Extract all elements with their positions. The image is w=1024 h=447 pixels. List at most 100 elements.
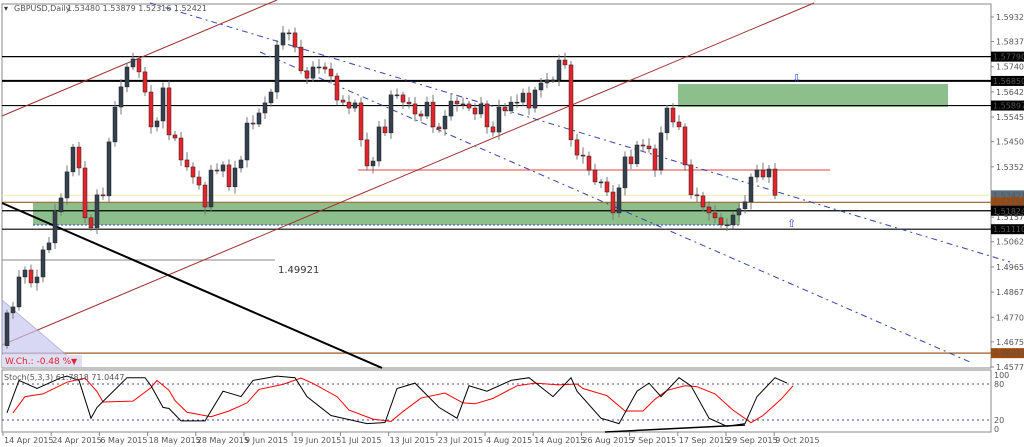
level-price-label: 1.56850 [993,77,1024,86]
candle [322,62,328,74]
candle-body [460,103,466,106]
candle-body [526,92,532,109]
x-tick-label: 6 May 2015 [100,436,147,445]
candle-body [754,169,760,178]
candle-body [226,164,232,188]
y-tick-label: 1.54500 [996,138,1024,147]
x-tick-label: 13 Jul 2015 [390,436,435,445]
candle [694,187,700,203]
level-price-tag [991,348,1024,359]
candle [382,119,388,136]
x-tick-label: 18 May 2015 [149,436,201,445]
y-tick-label: 1.46750 [996,338,1024,347]
candle-body [112,106,118,143]
candle-body [484,103,490,128]
candle-body [208,169,214,208]
candle-body [88,217,94,229]
candle-body [28,269,34,284]
candle-body [166,87,172,136]
candle-body [646,145,652,150]
candle-body [310,66,316,79]
candles [4,26,778,349]
candle [754,164,760,183]
candle [676,115,682,131]
candle-body [148,91,154,128]
candle [304,66,310,85]
candle-body [304,70,310,79]
candle [208,165,214,213]
candle-body [22,269,28,278]
candle [538,78,544,98]
y-tick-label: 1.58375 [996,38,1024,47]
x-tick-label: 14 Apr 2015 [4,436,53,445]
candle [250,115,256,130]
candle-body [358,102,364,141]
candle-body [376,126,382,162]
candle-body [472,107,478,115]
candle [28,264,34,288]
candle [334,72,340,106]
candle [466,100,472,112]
x-tick-label: 14 Aug 2015 [534,436,585,445]
candle [286,29,292,41]
candle [742,194,748,214]
candle-body [130,58,136,68]
candle-body [82,167,88,219]
candle [706,201,712,221]
candle [40,245,46,283]
candle [376,120,382,167]
candle-body [154,120,160,128]
candle-body [634,144,640,165]
candle [724,218,730,231]
y-tick-label: 1.49650 [996,263,1024,272]
candle [70,143,76,177]
candle [760,162,766,181]
down-triangle-icon: ▼ [71,357,78,366]
candle-body [718,217,724,226]
candle-body [34,276,40,284]
candle-body [616,187,622,214]
candle [166,80,172,141]
candle-body [346,101,352,109]
y-tick-label: 1.48675 [996,288,1024,297]
candle [730,211,736,229]
candle [682,123,688,171]
candle-body [640,144,646,147]
candle [400,91,406,109]
x-tick-label: 19 Jun 2015 [293,436,341,445]
stoch-k-line [6,375,788,427]
candle-body [124,66,130,88]
candle-body [424,101,430,117]
candle [424,96,430,120]
candle-body [52,211,58,244]
candle [58,193,64,216]
candle-body [214,169,220,172]
level-price-label: 1.51110 [993,225,1024,234]
candle [562,52,568,69]
candle [352,99,358,112]
candle-body [244,122,250,161]
candle [34,269,40,291]
candle-body [574,139,580,156]
candle-body [46,242,52,251]
candle [448,93,454,121]
candle-body [568,64,574,141]
candle-body [442,115,448,130]
candle [574,133,580,160]
candle-body [268,91,274,104]
collapse-icon[interactable]: ▾ [4,4,8,13]
weekly-change: W.Ch.: -0.48 % [5,357,72,367]
down-arrow-icon: ⇩ [792,72,801,85]
candle-body [256,112,262,125]
candle-body [610,191,616,214]
candle-body [16,276,22,308]
candle-body [556,59,562,81]
support-zone [33,203,740,225]
candle-body [10,306,16,314]
candle-body [172,134,178,139]
candle-body [724,224,730,227]
candle [112,101,118,147]
candle [496,99,502,140]
level-price-label: 1.52421 [993,191,1024,200]
